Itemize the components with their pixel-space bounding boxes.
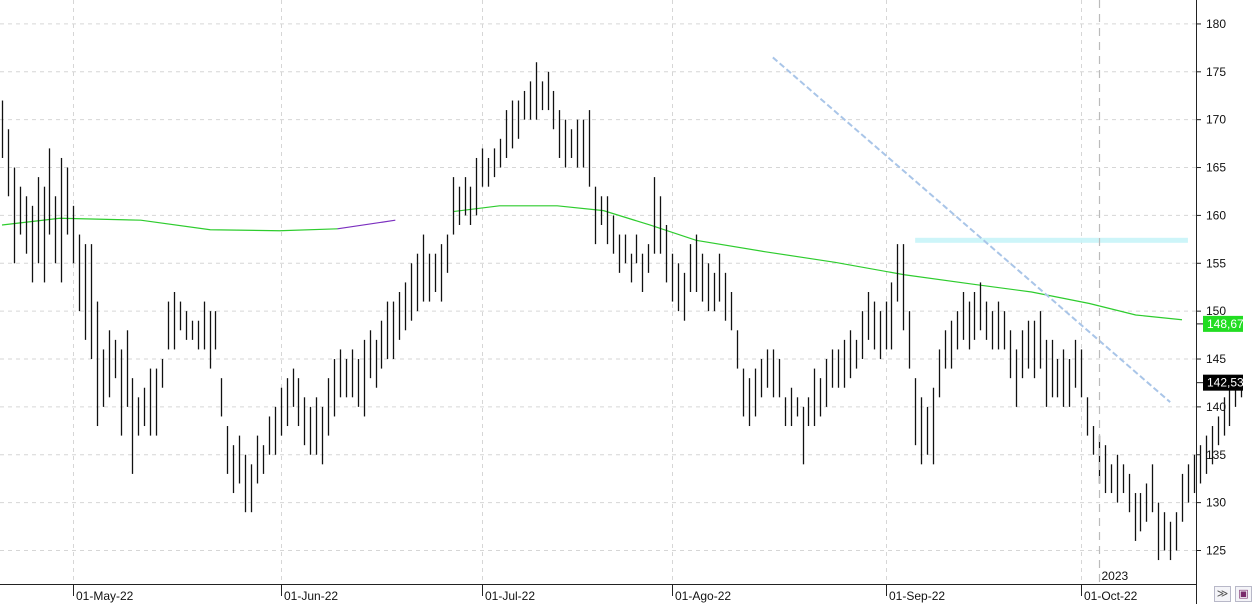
- x-tick-label: 01-Sep-22: [889, 589, 945, 603]
- y-tick-label: 135: [1206, 448, 1226, 462]
- moving-average-segment: [2, 218, 337, 230]
- y-tick-label: 130: [1206, 496, 1226, 510]
- x-tick-label: 01-Oct-22: [1084, 589, 1138, 603]
- y-tick-label: 125: [1206, 543, 1226, 557]
- y-tick-label: 170: [1206, 113, 1226, 127]
- x-tick-label: 01-May-22: [76, 589, 134, 603]
- y-tick-label: 140: [1206, 400, 1226, 414]
- y-tick-label: 145: [1206, 352, 1226, 366]
- grid-lines: [0, 0, 1260, 584]
- resistance-band: [915, 238, 1188, 243]
- x-tick-label: 01-Jun-22: [284, 589, 338, 603]
- save-icon[interactable]: ▣: [1235, 586, 1252, 602]
- y-tick-label: 165: [1206, 161, 1226, 175]
- x-axis-labels: 01-May-22 01-Jun-22 01-Jul-22 01-Ago-22 01-S…: [74, 569, 1260, 603]
- y-tick-label: 175: [1206, 65, 1226, 79]
- price-bars: [3, 62, 1242, 560]
- ma-value-badge: 148,67: [1207, 317, 1244, 331]
- moving-average-segment: [337, 220, 395, 229]
- y-tick-label: 180: [1206, 17, 1226, 31]
- axes: [0, 0, 1197, 604]
- last-price-badge: 142,53: [1207, 376, 1244, 390]
- year-marker-label: 2023: [1102, 569, 1129, 583]
- resistance-band-rect: [915, 238, 1188, 243]
- x-tick-label: 01-Jul-22: [485, 589, 535, 603]
- y-tick-label: 155: [1206, 256, 1226, 270]
- x-tick-label: 01-Ago-22: [675, 589, 731, 603]
- collapse-icon[interactable]: ≫: [1214, 586, 1231, 602]
- y-tick-label: 160: [1206, 208, 1226, 222]
